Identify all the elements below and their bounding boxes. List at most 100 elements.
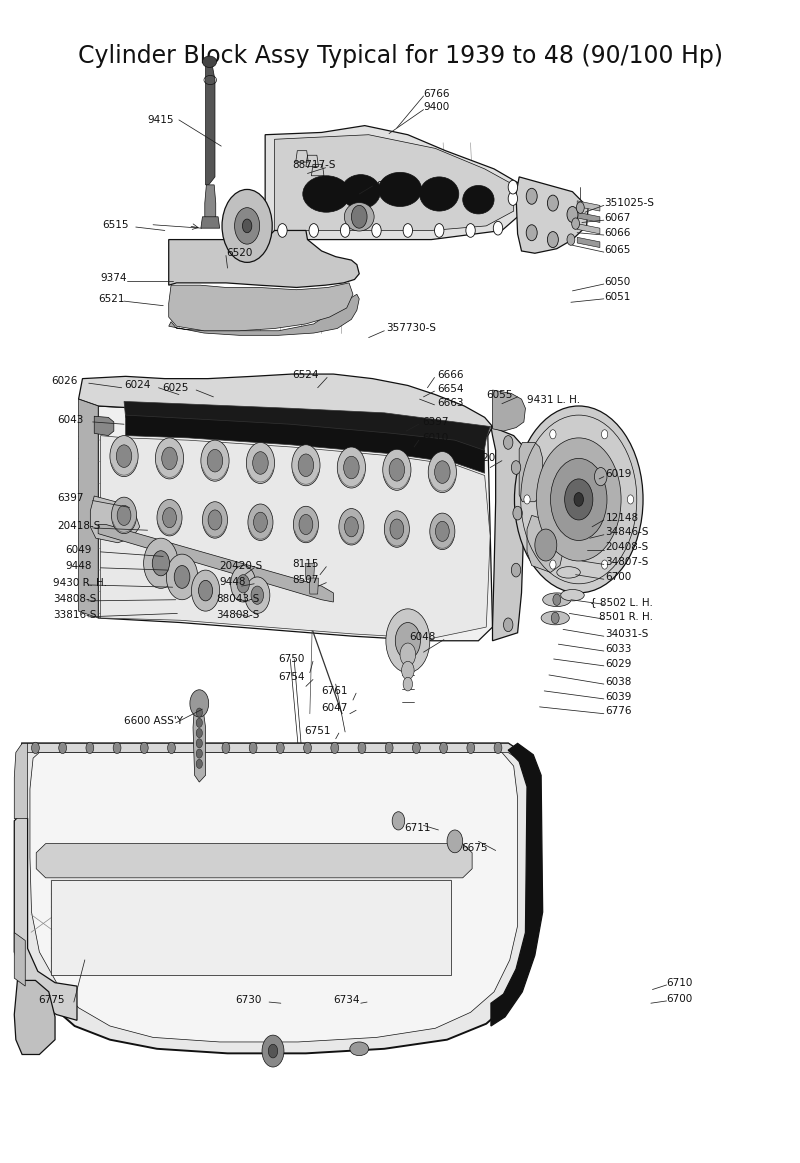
Text: 34808-S: 34808-S <box>53 593 96 604</box>
Text: 6675: 6675 <box>461 843 488 854</box>
Circle shape <box>467 742 474 754</box>
Polygon shape <box>94 416 114 436</box>
Text: 6066: 6066 <box>604 228 630 237</box>
Circle shape <box>202 501 227 538</box>
Circle shape <box>389 458 405 481</box>
Text: 9415: 9415 <box>147 115 174 124</box>
Ellipse shape <box>541 611 570 625</box>
Text: { 8502 L. H.: { 8502 L. H. <box>590 597 653 607</box>
Circle shape <box>196 719 202 727</box>
Text: 9448: 9448 <box>66 561 92 571</box>
Text: 6397: 6397 <box>58 493 84 504</box>
Polygon shape <box>193 705 206 782</box>
Circle shape <box>526 224 538 241</box>
Text: 6776: 6776 <box>606 706 632 716</box>
Ellipse shape <box>341 174 381 209</box>
Circle shape <box>157 499 182 536</box>
Circle shape <box>234 208 260 244</box>
Circle shape <box>572 217 579 229</box>
Circle shape <box>390 519 404 540</box>
Polygon shape <box>169 283 353 330</box>
Circle shape <box>237 575 250 593</box>
Text: 6520: 6520 <box>226 248 252 258</box>
Circle shape <box>331 742 338 754</box>
Text: 6065: 6065 <box>604 245 630 255</box>
Circle shape <box>382 449 411 491</box>
Polygon shape <box>577 212 600 222</box>
Circle shape <box>440 742 447 754</box>
Circle shape <box>31 742 39 754</box>
Text: 6734: 6734 <box>334 994 360 1005</box>
Circle shape <box>428 451 457 493</box>
Circle shape <box>242 219 252 233</box>
Circle shape <box>567 234 575 245</box>
Polygon shape <box>491 743 542 1026</box>
Circle shape <box>299 514 313 535</box>
Text: 20418-S: 20418-S <box>58 521 101 530</box>
Text: 9374: 9374 <box>101 273 127 284</box>
Text: 6700: 6700 <box>666 993 693 1004</box>
Circle shape <box>594 468 607 486</box>
Polygon shape <box>14 933 26 986</box>
Text: 6026: 6026 <box>51 376 78 386</box>
Circle shape <box>152 551 170 576</box>
Circle shape <box>174 565 190 588</box>
Circle shape <box>344 456 359 479</box>
Text: 6654: 6654 <box>438 384 464 394</box>
Text: 6666: 6666 <box>438 370 464 380</box>
Text: 6050: 6050 <box>604 277 630 287</box>
Text: 6055: 6055 <box>486 390 513 400</box>
Circle shape <box>254 512 267 533</box>
Circle shape <box>196 739 202 748</box>
Circle shape <box>208 509 222 530</box>
Circle shape <box>574 493 583 506</box>
Circle shape <box>403 677 413 691</box>
Circle shape <box>58 742 66 754</box>
Circle shape <box>339 508 364 545</box>
Circle shape <box>550 561 556 569</box>
Text: 9431 L. H.: 9431 L. H. <box>527 395 580 405</box>
Circle shape <box>345 516 358 537</box>
Text: 9430 R. H.: 9430 R. H. <box>53 578 106 587</box>
Circle shape <box>304 742 311 754</box>
Text: 8501 R. H.: 8501 R. H. <box>599 612 653 622</box>
Polygon shape <box>516 177 588 254</box>
Text: 6038: 6038 <box>606 677 632 687</box>
Text: 6600 ASS'Y: 6600 ASS'Y <box>124 715 183 726</box>
Circle shape <box>386 609 430 672</box>
Text: 34031-S: 34031-S <box>606 629 649 638</box>
Circle shape <box>565 479 593 520</box>
Polygon shape <box>14 743 27 819</box>
Polygon shape <box>18 743 532 1054</box>
Text: 34808-S: 34808-S <box>216 609 259 620</box>
Circle shape <box>230 565 256 602</box>
Text: 8507: 8507 <box>292 576 318 585</box>
Polygon shape <box>577 201 600 212</box>
Text: 6515: 6515 <box>102 220 129 230</box>
Circle shape <box>627 495 634 504</box>
Ellipse shape <box>419 177 459 212</box>
Circle shape <box>278 223 287 237</box>
Circle shape <box>166 554 198 600</box>
Text: 6711: 6711 <box>404 822 430 833</box>
Circle shape <box>207 449 222 472</box>
Polygon shape <box>101 436 490 638</box>
Circle shape <box>400 643 416 666</box>
Circle shape <box>246 442 274 484</box>
Polygon shape <box>78 399 98 618</box>
Text: 34807-S: 34807-S <box>606 557 649 568</box>
Polygon shape <box>309 578 318 594</box>
Text: 6047: 6047 <box>322 702 348 713</box>
Circle shape <box>386 742 393 754</box>
Circle shape <box>245 577 270 613</box>
Circle shape <box>117 506 131 526</box>
Text: 6397: 6397 <box>422 418 449 427</box>
Polygon shape <box>98 406 493 641</box>
Text: 6700: 6700 <box>606 572 632 582</box>
Text: 6766: 6766 <box>423 88 450 99</box>
Circle shape <box>292 444 320 486</box>
Polygon shape <box>527 515 563 572</box>
Circle shape <box>190 690 209 718</box>
Text: 6043: 6043 <box>58 415 84 424</box>
Circle shape <box>535 529 557 561</box>
